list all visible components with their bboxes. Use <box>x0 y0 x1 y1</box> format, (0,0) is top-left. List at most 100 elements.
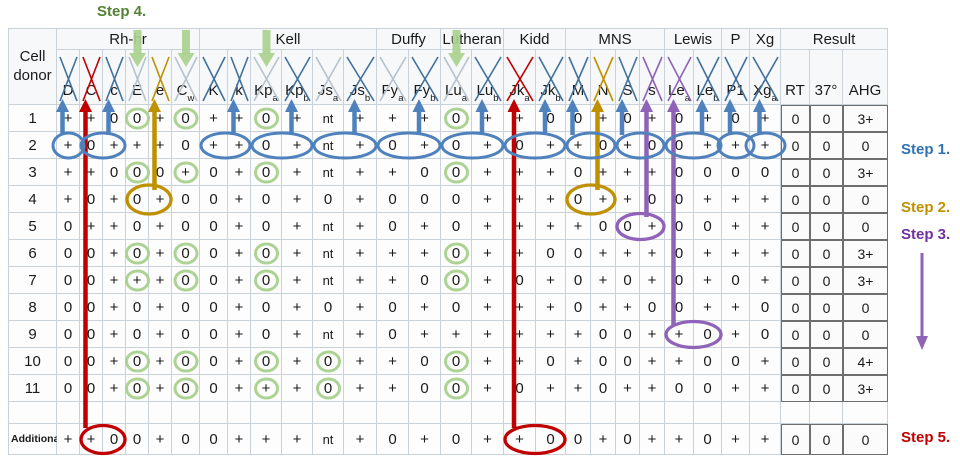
cell-r9-D: 0 <box>57 321 80 348</box>
cell-r12-k: + <box>228 424 251 455</box>
header-col-C: C <box>80 50 103 105</box>
cell-r12-Kpa: + <box>251 424 282 455</box>
cell-r11-D: 0 <box>57 375 80 402</box>
cell-r4-D: + <box>57 186 80 213</box>
cell-r9-Kpa: 0 <box>251 321 282 348</box>
header-col-M: M <box>566 50 591 105</box>
cell-r10-Jsb: + <box>344 348 377 375</box>
cell-r3-Jsb: + <box>344 159 377 186</box>
cell-r11-c: + <box>103 375 126 402</box>
cell-r7-D: 0 <box>57 267 80 294</box>
donor-label-r1: 1 <box>8 105 57 132</box>
donor-label-r3: 3 <box>8 159 57 186</box>
cell-r11-Lub: + <box>472 375 504 402</box>
donor-label-r7: 7 <box>8 267 57 294</box>
cell-r1-Xga: + <box>750 105 781 132</box>
header-col-Fya: Fy a <box>377 50 409 105</box>
header-col-Kpb: Kp b <box>282 50 313 105</box>
cell-r1-RT: 0 <box>781 105 810 132</box>
cell-r9-T37: 0 <box>810 321 843 348</box>
cell-r8-C: 0 <box>80 294 103 321</box>
cell-r12-s: + <box>640 424 665 455</box>
cell-r10-Leb: 0 <box>694 348 722 375</box>
cell-r5-Lua: 0 <box>441 213 472 240</box>
cell-r9-Lua: + <box>441 321 472 348</box>
donor-label-r4: 4 <box>8 186 57 213</box>
spacer-Jsa <box>313 402 344 424</box>
cell-r2-T37: 0 <box>810 132 843 159</box>
cell-r5-Kpa: 0 <box>251 213 282 240</box>
cell-r8-Jkb: + <box>536 294 566 321</box>
spacer-AHG <box>843 402 888 424</box>
cell-r7-k: + <box>228 267 251 294</box>
group-lewis: Lewis <box>665 28 722 50</box>
cell-r2-Lea: 0 <box>665 132 694 159</box>
cell-r1-k: + <box>228 105 251 132</box>
cell-r10-Lua: 0 <box>441 348 472 375</box>
cell-r1-S: 0 <box>616 105 640 132</box>
cell-r4-Lub: + <box>472 186 504 213</box>
cell-r6-AHG: 3+ <box>843 240 888 267</box>
cell-r8-Kpb: + <box>282 294 313 321</box>
cell-r10-s: + <box>640 348 665 375</box>
cell-r1-e: + <box>149 105 172 132</box>
cell-r6-M: 0 <box>566 240 591 267</box>
header-col-Fyb: Fy b <box>409 50 441 105</box>
cell-r9-Xga: 0 <box>750 321 781 348</box>
cell-r1-E: 0 <box>126 105 149 132</box>
cell-r2-K: + <box>200 132 228 159</box>
cell-r3-Lua: 0 <box>441 159 472 186</box>
cell-r3-Xga: 0 <box>750 159 781 186</box>
cell-r1-Kpa: 0 <box>251 105 282 132</box>
cell-r12-e: + <box>149 424 172 455</box>
spacer-K <box>200 402 228 424</box>
cell-r10-E: 0 <box>126 348 149 375</box>
cell-r7-S: 0 <box>616 267 640 294</box>
cell-r11-Kpb: + <box>282 375 313 402</box>
cell-r12-Fya: 0 <box>377 424 409 455</box>
cell-r11-Jka: 0 <box>504 375 536 402</box>
cell-r1-T37: 0 <box>810 105 843 132</box>
cell-r7-AHG: 3+ <box>843 267 888 294</box>
group-lutheran: Lutheran <box>441 28 504 50</box>
cell-r10-K: 0 <box>200 348 228 375</box>
cell-r3-Kpb: + <box>282 159 313 186</box>
cell-r2-N: 0 <box>591 132 616 159</box>
cell-r4-k: + <box>228 186 251 213</box>
group-kell: Kell <box>200 28 377 50</box>
cell-r9-M: + <box>566 321 591 348</box>
cell-r11-AHG: 3+ <box>843 375 888 402</box>
cell-r7-Fya: + <box>377 267 409 294</box>
cell-r6-e: + <box>149 240 172 267</box>
spacer-Kpa <box>251 402 282 424</box>
spacer-Kpb <box>282 402 313 424</box>
cell-r2-Cw: 0 <box>172 132 200 159</box>
step1-label: Step 1. <box>901 141 951 158</box>
cell-r9-Fya: 0 <box>377 321 409 348</box>
cell-r8-N: + <box>591 294 616 321</box>
cell-r6-Lea: 0 <box>665 240 694 267</box>
cell-r11-T37: 0 <box>810 375 843 402</box>
spacer-Cw <box>172 402 200 424</box>
cell-r4-Jsa: 0 <box>313 186 344 213</box>
cell-r12-c: 0 <box>103 424 126 455</box>
cell-r12-Jkb: 0 <box>536 424 566 455</box>
cell-r7-c: + <box>103 267 126 294</box>
cell-r8-Jsb: + <box>344 294 377 321</box>
cell-r8-D: 0 <box>57 294 80 321</box>
cell-r5-Lub: + <box>472 213 504 240</box>
group-p: P <box>722 28 750 50</box>
cell-r11-P1: + <box>722 375 750 402</box>
cell-r5-C: + <box>80 213 103 240</box>
cell-r3-P1: 0 <box>722 159 750 186</box>
cell-r11-Cw: 0 <box>172 375 200 402</box>
cell-r11-Jsa: 0 <box>313 375 344 402</box>
cell-r3-N: + <box>591 159 616 186</box>
cell-r10-e: + <box>149 348 172 375</box>
spacer-Jka <box>504 402 536 424</box>
cell-r9-Lub: + <box>472 321 504 348</box>
cell-r8-e: + <box>149 294 172 321</box>
cell-r9-K: 0 <box>200 321 228 348</box>
cell-r4-S: + <box>616 186 640 213</box>
